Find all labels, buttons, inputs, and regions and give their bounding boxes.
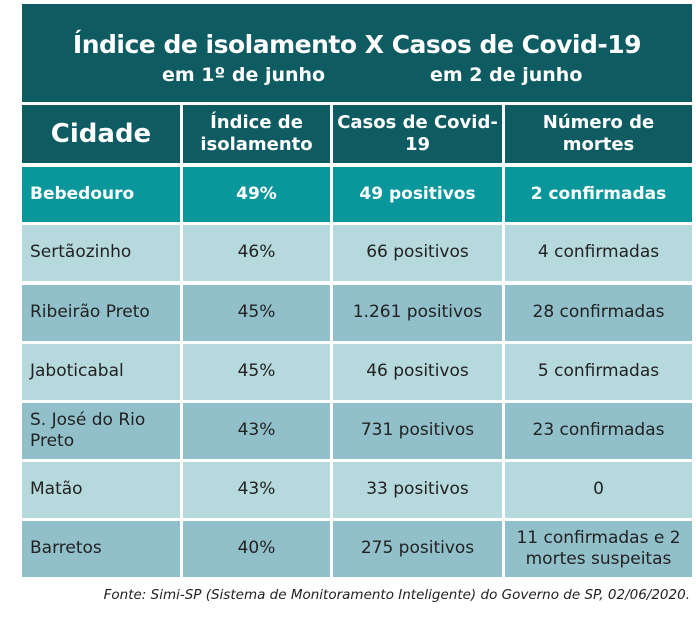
cell-mortes: 4 confirmadas — [505, 225, 692, 281]
cell-mortes: 11 confirmadas e 2 mortes suspeitas — [505, 521, 692, 577]
source-note: Fonte: Simi-SP (Sistema de Monitoramento… — [103, 587, 690, 603]
cell-cidade: Barretos — [22, 521, 180, 577]
cell-indice: 43% — [183, 403, 330, 459]
cell-cidade: Jaboticabal — [22, 344, 180, 400]
table-title-block: Índice de isolamento X Casos de Covid-19… — [22, 4, 692, 102]
cell-mortes: 2 confirmadas — [505, 167, 692, 222]
cell-cidade: S. José do Rio Preto — [22, 403, 180, 459]
subtitle-left: em 1º de junho — [162, 64, 326, 86]
cell-casos: 33 positivos — [333, 462, 502, 518]
cell-indice: 45% — [183, 344, 330, 400]
cell-indice: 43% — [183, 462, 330, 518]
cell-casos: 46 positivos — [333, 344, 502, 400]
table-row: S. José do Rio Preto 43% 731 positivos 23 c… — [22, 403, 692, 459]
cell-cidade: Matão — [22, 462, 180, 518]
cell-indice: 49% — [183, 167, 330, 222]
cell-indice: 46% — [183, 225, 330, 281]
header-row: Cidade Índice de isolamento Casos de Cov… — [22, 105, 692, 163]
cell-indice: 45% — [183, 285, 330, 341]
cell-cidade: Ribeirão Preto — [22, 285, 180, 341]
header-casos: Casos de Covid-19 — [333, 105, 502, 163]
table-row: Sertãozinho 46% 66 positivos 4 confirmadas — [22, 225, 692, 281]
table-row: Barretos 40% 275 positivos 11 confirmadas e… — [22, 521, 692, 577]
cell-mortes: 23 confirmadas — [505, 403, 692, 459]
cell-mortes: 28 confirmadas — [505, 285, 692, 341]
subtitle-right: em 2 de junho — [430, 64, 583, 86]
title: Índice de isolamento X Casos de Covid-19 — [72, 30, 642, 59]
cell-casos: 275 positivos — [333, 521, 502, 577]
cell-casos: 66 positivos — [333, 225, 502, 281]
table-row: Bebedouro 49% 49 positivos 2 confirmadas — [22, 167, 692, 222]
table-row: Ribeirão Preto 45% 1.261 positivos 28 confi… — [22, 285, 692, 341]
cell-casos: 49 positivos — [333, 167, 502, 222]
cell-casos: 731 positivos — [333, 403, 502, 459]
header-mortes: Número de mortes — [505, 105, 692, 163]
table-row: Matão 43% 33 positivos 0 — [22, 462, 692, 518]
cell-mortes: 0 — [505, 462, 692, 518]
header-indice: Índice de isolamento — [183, 105, 330, 163]
header-cidade: Cidade — [22, 105, 180, 163]
table-row: Jaboticabal 45% 46 positivos 5 confirmadas — [22, 344, 692, 400]
cell-cidade: Bebedouro — [22, 167, 180, 222]
cell-cidade: Sertãozinho — [22, 225, 180, 281]
cell-indice: 40% — [183, 521, 330, 577]
cell-mortes: 5 confirmadas — [505, 344, 692, 400]
cell-casos: 1.261 positivos — [333, 285, 502, 341]
